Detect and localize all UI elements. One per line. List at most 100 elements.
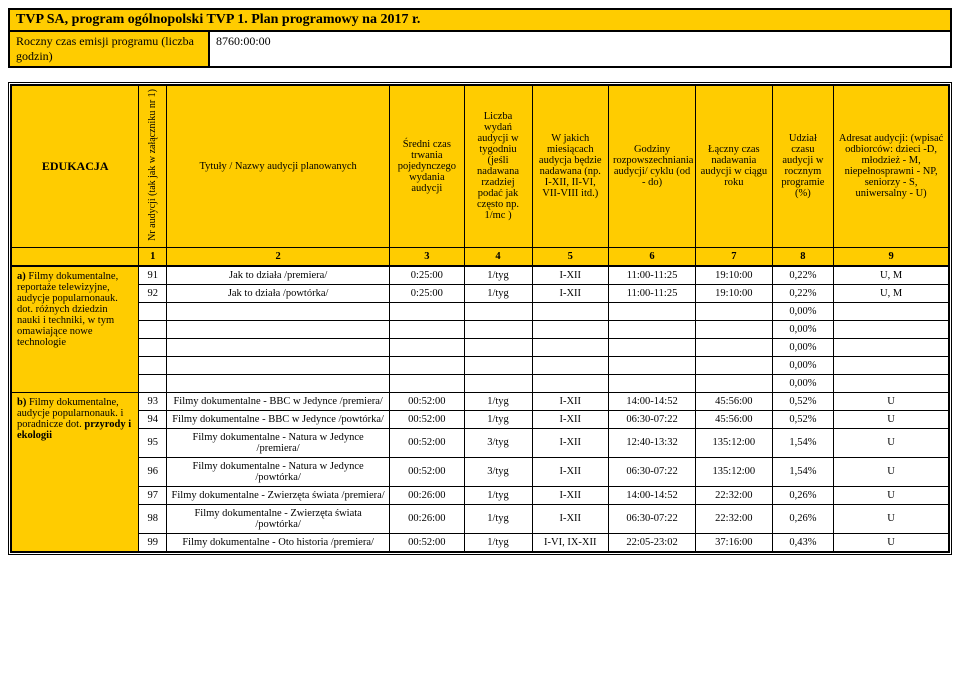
cell-nr [139, 356, 167, 374]
cell-aud: U [834, 486, 949, 504]
cell-total [696, 374, 772, 392]
table-row: 0,00% [12, 320, 949, 338]
cell-pct: 0,00% [772, 374, 834, 392]
numcell-6: 6 [609, 247, 696, 266]
cell-months: I-XII [532, 284, 608, 302]
cell-aud: U [834, 428, 949, 457]
cell-freq: 3/tyg [464, 428, 532, 457]
numcell-1: 1 [139, 247, 167, 266]
cell-aud [834, 356, 949, 374]
cell-total: 45:56:00 [696, 392, 772, 410]
cell-hours: 11:00-11:25 [609, 284, 696, 302]
table-row: 92Jak to działa /powtórka/0:25:001/tygI-… [12, 284, 949, 302]
cell-title: Jak to działa /premiera/ [167, 266, 390, 285]
cell-title [167, 320, 390, 338]
cell-nr [139, 320, 167, 338]
cell-hours [609, 320, 696, 338]
cell-freq: 1/tyg [464, 533, 532, 551]
cell-avg [390, 320, 464, 338]
table-row: 94Filmy dokumentalne - BBC w Jedynce /po… [12, 410, 949, 428]
cell-hours [609, 338, 696, 356]
table-row: 0,00% [12, 356, 949, 374]
cell-aud [834, 320, 949, 338]
cell-avg [390, 302, 464, 320]
cell-freq: 1/tyg [464, 486, 532, 504]
cell-months [532, 338, 608, 356]
cell-months: I-XII [532, 457, 608, 486]
cell-title: Filmy dokumentalne - Natura w Jedynce /p… [167, 457, 390, 486]
cell-hours: 14:00-14:52 [609, 392, 696, 410]
cell-freq [464, 302, 532, 320]
cell-aud: U [834, 457, 949, 486]
col-nr-text: Nr audycji (tak jak w załączniku nr 1) [147, 89, 158, 241]
cell-hours: 14:00-14:52 [609, 486, 696, 504]
cell-total: 19:10:00 [696, 266, 772, 285]
cell-title: Filmy dokumentalne - Natura w Jedynce /p… [167, 428, 390, 457]
cell-avg: 00:52:00 [390, 428, 464, 457]
cell-avg: 00:52:00 [390, 457, 464, 486]
cell-freq: 1/tyg [464, 410, 532, 428]
cell-months: I-VI, IX-XII [532, 533, 608, 551]
cell-pct: 0,00% [772, 356, 834, 374]
cell-nr: 96 [139, 457, 167, 486]
cell-months: I-XII [532, 486, 608, 504]
cell-freq [464, 374, 532, 392]
cell-aud [834, 302, 949, 320]
cell-title [167, 374, 390, 392]
cell-nr: 93 [139, 392, 167, 410]
col-freq: Liczba wydań audycji w tygodniu (jeśli n… [464, 86, 532, 248]
cell-hours: 06:30-07:22 [609, 457, 696, 486]
cell-pct: 1,54% [772, 457, 834, 486]
cell-months: I-XII [532, 266, 608, 285]
col-months: W jakich miesiącach audycja będzie nadaw… [532, 86, 608, 248]
cell-title: Filmy dokumentalne - Zwierzęta świata /p… [167, 486, 390, 504]
cell-pct: 0,00% [772, 320, 834, 338]
cell-nr: 94 [139, 410, 167, 428]
col-total: Łączny czas nadawania audycji w ciągu ro… [696, 86, 772, 248]
cell-avg: 0:25:00 [390, 266, 464, 285]
cell-pct: 0,52% [772, 410, 834, 428]
cell-title: Filmy dokumentalne - BBC w Jedynce /prem… [167, 392, 390, 410]
cell-title: Filmy dokumentalne - Oto historia /premi… [167, 533, 390, 551]
col-avg: Średni czas trwania pojedynczego wydania… [390, 86, 464, 248]
cell-months [532, 356, 608, 374]
numcell-7: 7 [696, 247, 772, 266]
cell-aud: U, M [834, 266, 949, 285]
cell-total [696, 338, 772, 356]
sub-left: Roczny czas emisji programu (liczba godz… [10, 32, 210, 66]
numcell-3: 3 [390, 247, 464, 266]
cell-freq [464, 320, 532, 338]
table-row: b) Filmy dokumentalne, audycje popularno… [12, 392, 949, 410]
cell-hours [609, 356, 696, 374]
cell-nr: 92 [139, 284, 167, 302]
cell-title [167, 338, 390, 356]
cell-months [532, 302, 608, 320]
col-nr: Nr audycji (tak jak w załączniku nr 1) [139, 86, 167, 248]
cell-nr: 95 [139, 428, 167, 457]
cell-title [167, 356, 390, 374]
cell-hours: 22:05-23:02 [609, 533, 696, 551]
cell-avg: 00:26:00 [390, 504, 464, 533]
cell-pct: 0,26% [772, 504, 834, 533]
cell-title: Jak to działa /powtórka/ [167, 284, 390, 302]
numcell-blank [12, 247, 139, 266]
cell-total: 135:12:00 [696, 457, 772, 486]
cell-aud: U [834, 392, 949, 410]
cell-freq [464, 356, 532, 374]
cell-avg: 00:26:00 [390, 486, 464, 504]
cell-avg [390, 338, 464, 356]
cell-nr [139, 302, 167, 320]
cell-freq [464, 338, 532, 356]
cell-months [532, 320, 608, 338]
numcell-2: 2 [167, 247, 390, 266]
cell-total: 19:10:00 [696, 284, 772, 302]
cell-total: 37:16:00 [696, 533, 772, 551]
col-pct: Udział czasu audycji w rocznym programie… [772, 86, 834, 248]
cell-months: I-XII [532, 410, 608, 428]
cell-pct: 0,00% [772, 302, 834, 320]
cell-freq: 1/tyg [464, 504, 532, 533]
cell-avg: 0:25:00 [390, 284, 464, 302]
cell-total: 22:32:00 [696, 486, 772, 504]
program-table: EDUKACJA Nr audycji (tak jak w załącznik… [11, 85, 949, 552]
category-a-label: a) Filmy dokumentalne, reportaże telewiz… [12, 266, 139, 393]
